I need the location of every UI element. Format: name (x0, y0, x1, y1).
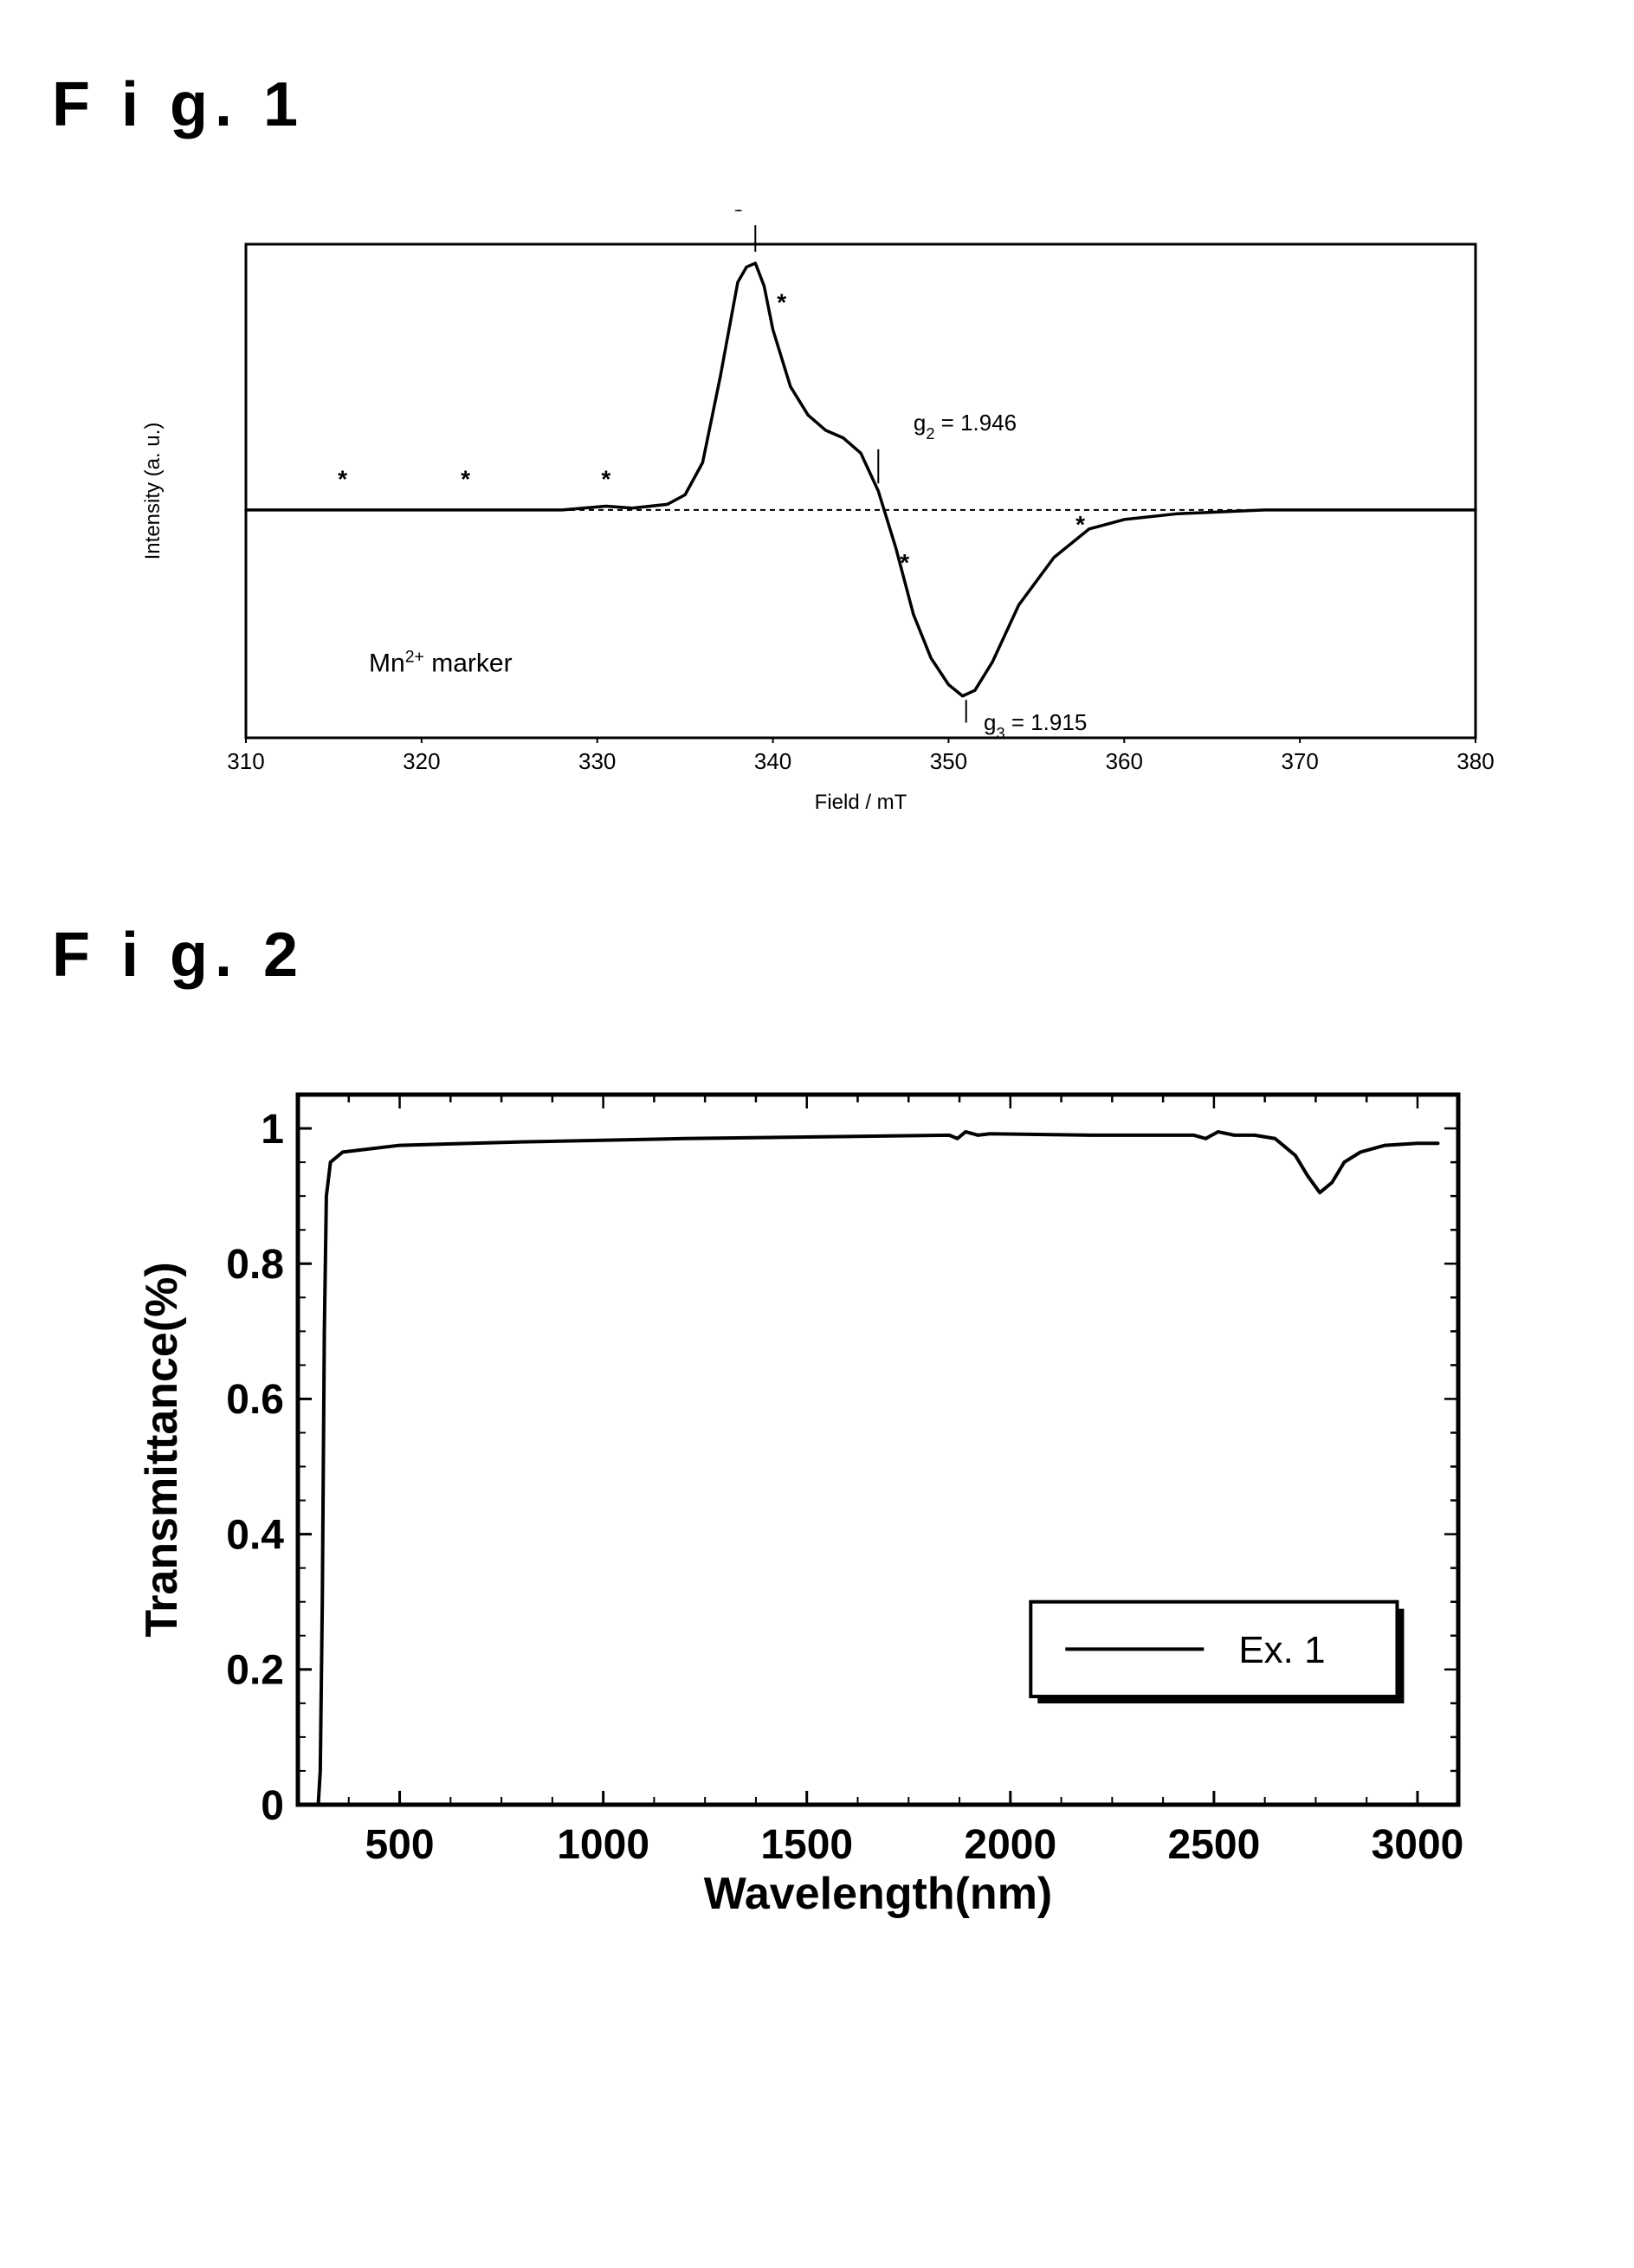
svg-text:*: * (777, 289, 786, 316)
svg-text:310: 310 (227, 748, 264, 774)
svg-text:330: 330 (578, 748, 616, 774)
svg-text:Ex. 1: Ex. 1 (1238, 1629, 1325, 1671)
fig1-title: F i g. 1 (52, 69, 1582, 140)
fig2-chart: 500 1000 1500 2000 2500 3000 0 0.2 0.4 0.6 0.8 1 Wav… (125, 1060, 1510, 1926)
svg-text:*: * (338, 466, 347, 493)
svg-text:Intensity (a. u.): Intensity (a. u.) (141, 423, 165, 560)
svg-text:1500: 1500 (760, 1822, 853, 1868)
svg-text:Transmittance(%): Transmittance(%) (137, 1262, 187, 1637)
svg-text:Wavelength(nm): Wavelength(nm) (703, 1869, 1052, 1919)
svg-text:0.6: 0.6 (226, 1377, 284, 1423)
svg-text:370: 370 (1281, 748, 1318, 774)
svg-text:*: * (601, 466, 610, 493)
svg-text:g1 = 1.988: g1 = 1.988 (720, 210, 823, 215)
svg-text:1: 1 (261, 1107, 284, 1153)
svg-text:0.4: 0.4 (226, 1512, 284, 1558)
svg-text:*: * (1075, 511, 1085, 538)
svg-text:350: 350 (929, 748, 966, 774)
svg-text:360: 360 (1105, 748, 1142, 774)
fig1-chart-wrap: 310 320 330 340 350 360 370 380 Field / mT Intens… (52, 210, 1582, 816)
svg-text:*: * (900, 549, 909, 576)
svg-text:0.8: 0.8 (226, 1242, 284, 1288)
svg-text:0.2: 0.2 (226, 1648, 284, 1694)
fig2-title: F i g. 2 (52, 920, 1582, 991)
svg-text:380: 380 (1456, 748, 1494, 774)
fig1-chart: 310 320 330 340 350 360 370 380 Field / mT Intens… (125, 210, 1510, 816)
svg-text:3000: 3000 (1371, 1822, 1463, 1868)
svg-text:500: 500 (365, 1822, 434, 1868)
svg-text:Mn2+ marker: Mn2+ marker (369, 647, 513, 677)
svg-text:*: * (461, 466, 470, 493)
svg-text:Field / mT: Field / mT (814, 791, 907, 814)
fig2-chart-wrap: 500 1000 1500 2000 2500 3000 0 0.2 0.4 0.6 0.8 1 Wav… (52, 1060, 1582, 1926)
svg-text:340: 340 (753, 748, 791, 774)
svg-text:2000: 2000 (964, 1822, 1056, 1868)
svg-text:2500: 2500 (1167, 1822, 1260, 1868)
svg-text:0: 0 (261, 1783, 284, 1829)
svg-text:1000: 1000 (557, 1822, 649, 1868)
page: F i g. 1 310 320 330 340 350 360 370 380 Field /… (0, 0, 1634, 2064)
svg-text:320: 320 (403, 748, 440, 774)
